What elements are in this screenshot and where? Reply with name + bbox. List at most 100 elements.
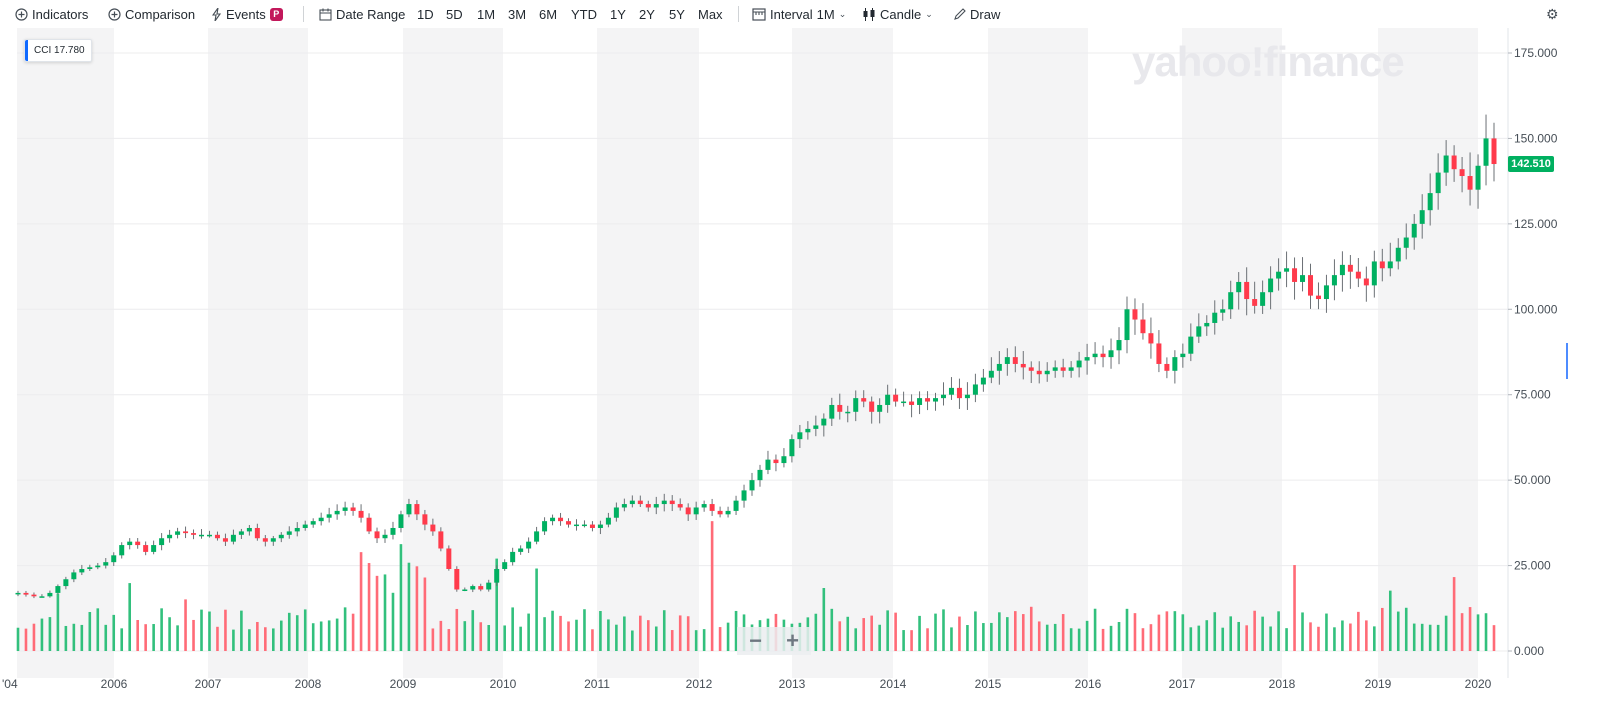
zoom-out-button[interactable]: − xyxy=(749,628,762,653)
volume-bar xyxy=(615,624,618,651)
candle xyxy=(1020,351,1026,380)
volume-bar xyxy=(32,623,36,651)
candle-body xyxy=(302,524,308,528)
candle xyxy=(1012,346,1018,373)
ticker-legend[interactable]: CCI 17.780 xyxy=(24,39,92,62)
candle-body xyxy=(613,507,619,518)
candle-body xyxy=(406,504,412,515)
volume-bar xyxy=(519,626,522,651)
volume-bar xyxy=(415,566,419,651)
volume-bar xyxy=(838,621,842,651)
candle xyxy=(238,528,244,540)
draw-button[interactable]: Draw xyxy=(953,7,1000,22)
volume-bar xyxy=(575,619,578,651)
candle xyxy=(877,398,883,424)
candle xyxy=(502,559,508,571)
candle-body xyxy=(1004,357,1010,364)
candle-body xyxy=(1307,275,1313,296)
volume-bar xyxy=(1357,611,1360,651)
volume-bar xyxy=(391,592,395,651)
volume-bar xyxy=(343,607,347,651)
candle-body xyxy=(948,387,954,395)
volume-bar xyxy=(423,577,427,651)
candle xyxy=(1068,361,1074,378)
candle xyxy=(1108,338,1114,369)
volume-bar xyxy=(670,630,674,651)
range-1d[interactable]: 1D xyxy=(417,6,434,22)
candle xyxy=(765,450,771,475)
range-1m[interactable]: 1M xyxy=(477,6,496,22)
candle-body xyxy=(558,517,564,522)
candle-body xyxy=(167,534,173,539)
scroll-edge-marker[interactable] xyxy=(1566,343,1568,379)
range-3m[interactable]: 3M xyxy=(508,6,527,22)
candle-body xyxy=(334,510,340,515)
range-5y[interactable]: 5Y xyxy=(669,6,685,22)
comparison-button[interactable]: Comparison xyxy=(108,7,195,22)
candle-body xyxy=(79,568,85,573)
volume-bar xyxy=(1157,614,1161,651)
volume-bar xyxy=(982,623,985,651)
candle-body xyxy=(1268,278,1274,293)
chart-type-label: Candle xyxy=(880,6,922,22)
y-tick-label: 75.000 xyxy=(1514,388,1551,402)
range-1y[interactable]: 1Y xyxy=(610,6,626,22)
volume-bar xyxy=(894,612,897,651)
price-chart[interactable]: 175.000 150.000 125.000 100.000 75.000 50.000… xyxy=(0,28,1600,706)
date-range-button[interactable]: Date Range xyxy=(319,7,405,22)
volume-bar xyxy=(710,521,714,651)
range-6m[interactable]: 6M xyxy=(539,6,558,22)
candle-body xyxy=(1156,343,1162,364)
volume-bar xyxy=(1341,620,1344,651)
candle-body xyxy=(773,459,779,464)
candle xyxy=(206,530,212,538)
x-tick-label: 2019 xyxy=(1365,677,1392,691)
candle xyxy=(1060,358,1066,378)
chart-type-button[interactable]: Candle ⌄ xyxy=(862,7,933,22)
volume-bar xyxy=(495,558,499,651)
candle xyxy=(996,351,1002,385)
volume-bar xyxy=(854,628,858,651)
volume-bar xyxy=(686,616,690,651)
volume-bar xyxy=(407,562,411,651)
volume-bar xyxy=(543,617,546,651)
candle-body xyxy=(741,490,747,501)
zoom-in-button[interactable]: + xyxy=(786,628,799,653)
candle xyxy=(1292,257,1298,300)
candle-body xyxy=(103,562,109,566)
candle-body xyxy=(885,394,891,405)
candle-body xyxy=(286,531,292,535)
candle xyxy=(478,583,484,592)
x-tick-label: 2009 xyxy=(390,677,417,691)
candle xyxy=(510,547,516,566)
candle xyxy=(741,484,747,508)
candle-body xyxy=(1459,169,1465,177)
volume-bar xyxy=(24,628,28,651)
candle-body xyxy=(693,507,699,515)
candle xyxy=(334,504,340,520)
volume-bar xyxy=(295,615,299,651)
candle-body xyxy=(1323,285,1329,300)
range-max[interactable]: Max xyxy=(698,6,723,22)
volume-bar xyxy=(974,611,977,651)
candle xyxy=(1483,114,1489,186)
indicators-button[interactable]: Indicators xyxy=(15,7,88,22)
candle-body xyxy=(805,428,811,433)
range-2y[interactable]: 2Y xyxy=(639,6,655,22)
y-axis-labels: 175.000 150.000 125.000 100.000 75.000 50.000… xyxy=(1508,46,1558,658)
candle xyxy=(1443,140,1449,186)
volume-bar xyxy=(72,623,76,651)
candle xyxy=(1491,122,1497,182)
candle xyxy=(390,521,396,540)
events-button[interactable]: Events P xyxy=(212,7,283,22)
range-5d[interactable]: 5D xyxy=(446,6,463,22)
candle-body xyxy=(1427,193,1433,211)
candle-body xyxy=(789,439,795,457)
interval-button[interactable]: Interval 1M ⌄ xyxy=(752,7,846,22)
candle-body xyxy=(1068,367,1074,371)
volume-bar xyxy=(1460,613,1464,651)
volume-bar xyxy=(232,629,235,651)
gear-icon[interactable]: ⚙ xyxy=(1546,6,1559,22)
volume-bar xyxy=(870,615,873,651)
range-ytd[interactable]: YTD xyxy=(571,6,597,22)
